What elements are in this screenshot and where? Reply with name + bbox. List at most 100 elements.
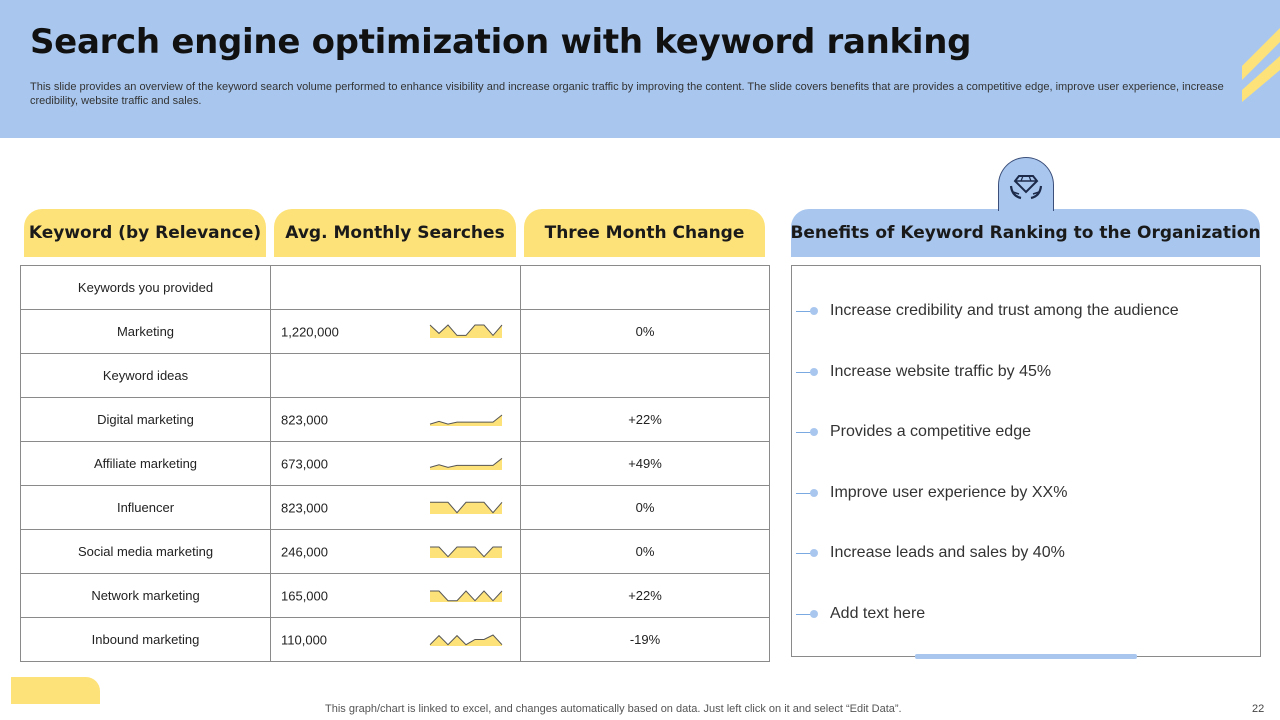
keyword-cell: Marketing (20, 309, 271, 354)
trend-sparkline (429, 457, 503, 470)
decorative-tab (11, 677, 100, 704)
benefit-item: Add text here (792, 604, 1252, 624)
benefit-text: Increase credibility and trust among the… (830, 302, 1179, 319)
benefits-panel: Increase credibility and trust among the… (791, 265, 1261, 657)
table-row: Network marketing 165,000 +22% (20, 573, 770, 618)
trend-sparkline (430, 546, 502, 558)
trend-sparkline (429, 324, 503, 338)
searches-value: 823,000 (281, 500, 328, 515)
change-cell: -19% (520, 617, 770, 662)
keyword-cell: Keywords you provided (20, 265, 271, 310)
benefit-connector (796, 432, 812, 433)
benefit-text: Add text here (830, 605, 926, 622)
benefit-item: Increase credibility and trust among the… (792, 301, 1252, 321)
searches-value: 165,000 (281, 588, 328, 603)
searches-cell (270, 353, 521, 398)
keyword-cell: Influencer (20, 485, 271, 530)
bullet-dot-icon (810, 489, 818, 497)
sparkline-line (430, 546, 502, 558)
searches-cell: 673,000 (270, 441, 521, 486)
keyword-cell: Network marketing (20, 573, 271, 618)
table-row: Marketing 1,220,000 0% (20, 309, 770, 354)
sparkline-area (430, 458, 502, 470)
change-cell: +49% (520, 441, 770, 486)
slide-title: Search engine optimization with keyword … (30, 22, 972, 62)
searches-value: 1,220,000 (281, 324, 339, 339)
benefit-connector (796, 372, 812, 373)
searches-cell: 110,000 (270, 617, 521, 662)
column-header-change: Three Month Change (524, 209, 765, 257)
change-cell (520, 353, 770, 398)
sparkline-area (430, 547, 502, 558)
bullet-dot-icon (810, 307, 818, 315)
searches-value: 246,000 (281, 544, 328, 559)
bullet-dot-icon (810, 610, 818, 618)
searches-cell: 165,000 (270, 573, 521, 618)
table-row: Inbound marketing 110,000 -19% (20, 617, 770, 662)
change-cell: 0% (520, 309, 770, 354)
change-cell: +22% (520, 573, 770, 618)
keyword-table: Keywords you provided Marketing 1,220,000 0… (20, 265, 770, 662)
benefit-connector (796, 614, 812, 615)
benefit-item: Increase website traffic by 45% (792, 362, 1252, 382)
benefit-connector (796, 553, 812, 554)
table-row: Affiliate marketing 673,000 +49% (20, 441, 770, 486)
benefit-text: Improve user experience by XX% (830, 484, 1068, 501)
benefit-text: Increase leads and sales by 40% (830, 544, 1065, 561)
keyword-cell: Keyword ideas (20, 353, 271, 398)
table-row: Keywords you provided (20, 265, 770, 310)
change-cell (520, 265, 770, 310)
searches-cell: 1,220,000 (270, 309, 521, 354)
searches-value: 823,000 (281, 412, 328, 427)
footer-note: This graph/chart is linked to excel, and… (325, 703, 902, 715)
header-band: Search engine optimization with keyword … (0, 0, 1280, 138)
keyword-cell: Affiliate marketing (20, 441, 271, 486)
sparkline-line (430, 501, 503, 514)
benefits-heading: Benefits of Keyword Ranking to the Organ… (790, 209, 1261, 257)
bullet-dot-icon (810, 428, 818, 436)
sparkline-line (429, 457, 503, 468)
trend-sparkline (430, 590, 503, 602)
benefit-connector (796, 493, 812, 494)
benefit-item: Increase leads and sales by 40% (792, 543, 1252, 563)
trend-sparkline (429, 414, 503, 426)
searches-cell: 246,000 (270, 529, 521, 574)
keyword-cell: Social media marketing (20, 529, 271, 574)
searches-cell (270, 265, 521, 310)
sparkline-area (430, 635, 502, 646)
trend-sparkline (429, 634, 503, 646)
sparkline-line (429, 414, 503, 425)
change-cell: +22% (520, 397, 770, 442)
benefit-item: Provides a competitive edge (792, 422, 1252, 442)
change-cell: 0% (520, 485, 770, 530)
searches-value: 110,000 (281, 632, 328, 647)
decorative-stripes-icon (1242, 28, 1280, 102)
benefits-bottom-bar (915, 654, 1137, 659)
table-row: Keyword ideas (20, 353, 770, 398)
table-row: Digital marketing 823,000 +22% (20, 397, 770, 442)
bullet-dot-icon (810, 368, 818, 376)
sparkline-line (429, 634, 503, 646)
table-row: Social media marketing 246,000 0% (20, 529, 770, 574)
column-header-keyword: Keyword (by Relevance) (24, 209, 266, 257)
searches-value: 673,000 (281, 456, 328, 471)
sparkline-area (430, 415, 502, 426)
benefit-text: Increase website traffic by 45% (830, 363, 1052, 380)
sparkline-line (429, 324, 503, 337)
slide-subtitle: This slide provides an overview of the k… (30, 81, 1224, 107)
searches-cell: 823,000 (270, 397, 521, 442)
sparkline-area (430, 502, 502, 514)
searches-cell: 823,000 (270, 485, 521, 530)
table-row: Influencer 823,000 0% (20, 485, 770, 530)
bullet-dot-icon (810, 549, 818, 557)
benefit-connector (796, 311, 812, 312)
keyword-cell: Inbound marketing (20, 617, 271, 662)
keyword-cell: Digital marketing (20, 397, 271, 442)
change-cell: 0% (520, 529, 770, 574)
benefit-item: Improve user experience by XX% (792, 483, 1252, 503)
column-header-searches: Avg. Monthly Searches (274, 209, 516, 257)
sparkline-area (430, 591, 502, 602)
page-number: 22 (1252, 703, 1265, 715)
sparkline-line (430, 590, 503, 602)
sparkline-area (430, 325, 502, 338)
